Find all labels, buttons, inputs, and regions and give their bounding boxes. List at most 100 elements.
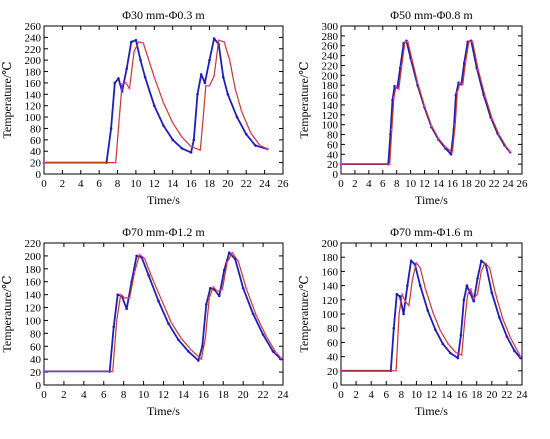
x-tick-label: 4 [368,389,374,401]
x-tick-label: 24 [517,389,529,401]
y-tick-label: 220 [25,44,42,56]
x-tick-label: 10 [138,389,150,401]
x-tick-label: 10 [411,389,423,401]
x-tick-label: 12 [426,389,437,401]
data-point [180,147,184,150]
data-point [423,104,426,107]
data-point [189,151,193,154]
data-point [124,81,127,84]
x-tick-label: 0 [41,389,47,401]
chart-title: Φ70 mm-Φ1.2 m [122,225,205,239]
data-point [466,293,469,296]
data-point [424,288,427,291]
data-point [509,337,512,340]
y-axis-label: Temperature/℃ [0,61,14,138]
y-axis-label: Temperature/℃ [297,275,311,352]
data-point [162,101,165,104]
data-point [133,50,136,53]
data-point [418,284,422,287]
data-point [469,288,472,291]
x-tick-label: 6 [384,389,390,401]
x-tick-label: 0 [338,389,344,401]
series-line-1 [341,39,511,166]
data-point [441,342,445,346]
x-tick-label: 10 [130,178,142,190]
x-tick-label: 10 [405,178,417,190]
x-tick-label: 20 [222,178,234,190]
data-point [392,326,396,330]
x-tick-label: 2 [352,178,358,190]
data-point [204,84,207,87]
x-tick-label: 16 [198,389,210,401]
data-point [204,337,207,340]
data-point [265,334,268,337]
x-tick-label: 2 [61,389,67,401]
data-point [432,311,435,314]
y-tick-label: 60 [327,139,339,151]
y-tick-label: 60 [30,341,42,353]
y-tick-label: 160 [25,277,42,289]
data-point [271,350,275,353]
x-tick-label: 8 [399,389,405,401]
data-point [401,293,404,296]
y-tick-label: 20 [30,158,42,170]
data-point [117,77,120,80]
data-point [171,138,174,142]
y-tick-label: 0 [333,380,339,392]
data-point [134,38,138,42]
x-axis-label: Time/s [147,404,180,418]
data-point [419,266,422,269]
data-point [234,87,237,90]
data-point [415,261,418,264]
y-tick-label: 40 [30,354,42,366]
y-tick-label: 40 [327,149,339,161]
x-tick-label: 18 [461,178,473,190]
data-point [472,297,475,300]
series-line-2 [44,252,282,372]
x-tick-label: 26 [278,178,290,190]
y-tick-label: 140 [25,290,42,302]
data-point [430,124,433,127]
y-tick-label: 120 [322,295,339,307]
data-point [447,342,450,345]
data-point [251,312,255,316]
data-point [43,161,45,164]
x-tick-label: 16 [456,389,468,401]
data-point [454,123,457,126]
data-point [231,251,234,254]
y-tick-label: 240 [322,51,339,63]
data-point [397,88,400,91]
data-point [451,151,454,154]
data-point [153,104,156,107]
data-point [201,344,204,348]
data-point [340,163,342,166]
data-point [488,266,491,269]
data-point [138,253,141,256]
data-point [212,285,215,288]
data-point [490,291,494,295]
y-tick-label: 80 [327,130,339,142]
x-tick-label: 4 [78,178,84,190]
series-line-1 [44,37,268,164]
x-tick-label: 8 [121,389,127,401]
data-point [477,68,480,71]
data-point [177,338,180,342]
data-point [143,257,146,260]
data-point [114,161,117,164]
data-point [119,293,122,296]
data-point [407,304,410,307]
x-tick-label: 16 [447,178,459,190]
data-point [249,132,252,135]
data-point [261,333,265,336]
data-point [209,286,212,290]
x-tick-label: 20 [475,178,487,190]
data-point [116,293,119,296]
y-tick-label: 20 [30,367,42,379]
y-tick-label: 280 [322,31,339,43]
data-point [200,358,203,361]
data-point [160,298,163,301]
data-point [244,132,248,136]
data-point [125,67,129,70]
data-point [416,81,419,84]
